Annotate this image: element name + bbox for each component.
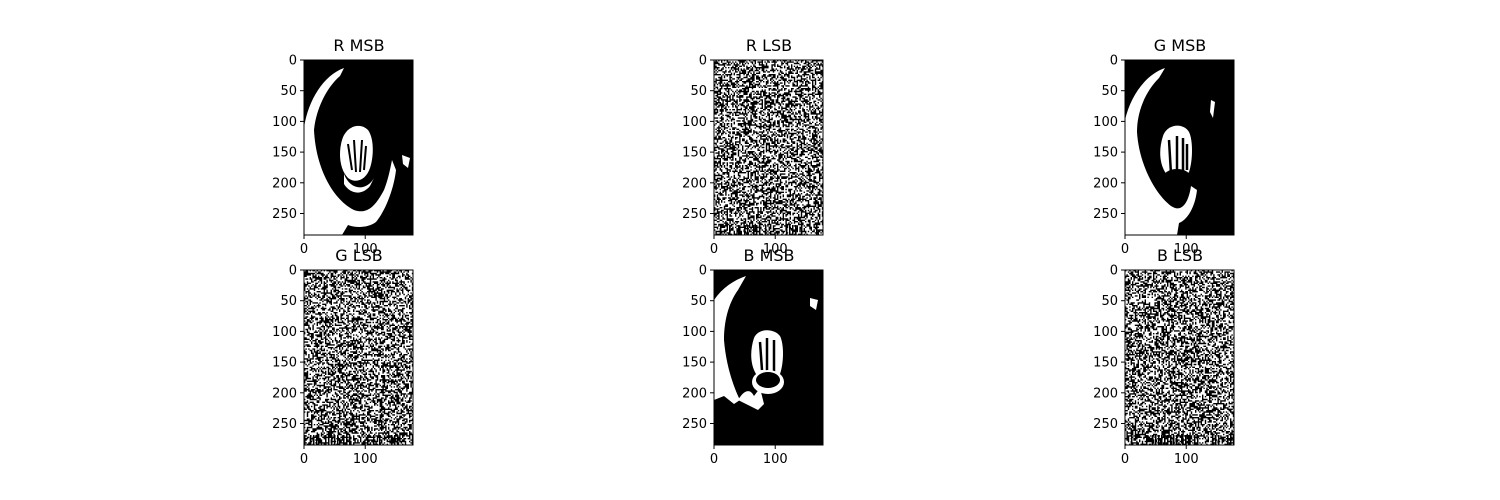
x-tick-label: 100 xyxy=(1174,452,1199,467)
x-tick-label: 0 xyxy=(710,452,718,467)
y-tick-label: 0 xyxy=(1110,264,1118,279)
image-area xyxy=(1125,270,1235,445)
x-tick-label: 100 xyxy=(353,452,378,467)
image-area xyxy=(304,60,413,235)
y-tick-label: 100 xyxy=(1093,325,1118,340)
subplot-axes: 0 50 100 150 200 250 0 100 xyxy=(1081,246,1301,486)
y-tick-label: 100 xyxy=(272,325,297,340)
y-tick-label: 100 xyxy=(682,325,707,340)
x-tick-label: 0 xyxy=(1121,452,1129,467)
y-tick-label: 0 xyxy=(699,54,707,69)
y-tick-label: 250 xyxy=(272,207,297,222)
y-tick-label: 200 xyxy=(682,176,707,191)
y-tick-label: 50 xyxy=(280,294,297,309)
y-tick-label: 250 xyxy=(272,417,297,432)
y-tick-label: 50 xyxy=(280,84,297,99)
y-tick-label: 0 xyxy=(289,54,297,69)
y-tick-label: 150 xyxy=(1093,356,1118,371)
y-tick-label: 50 xyxy=(1101,294,1118,309)
subplot-b-msb: B MSB 0 50 100 150 200 250 0 100 xyxy=(670,246,890,486)
y-tick-label: 150 xyxy=(682,146,707,161)
y-tick-label: 200 xyxy=(1093,386,1118,401)
image-area xyxy=(714,60,823,235)
y-tick-label: 250 xyxy=(1093,207,1118,222)
subplot-axes: 0 50 100 150 200 250 0 100 xyxy=(260,246,480,486)
y-tick-label: 0 xyxy=(289,264,297,279)
mouth-shape xyxy=(1163,169,1191,187)
y-tick-label: 100 xyxy=(1093,115,1118,130)
y-tick-label: 200 xyxy=(272,386,297,401)
y-tick-label: 250 xyxy=(682,207,707,222)
x-tick-label: 0 xyxy=(300,452,308,467)
y-tick-label: 50 xyxy=(690,84,707,99)
y-tick-label: 100 xyxy=(272,115,297,130)
y-tick-label: 100 xyxy=(682,115,707,130)
mouth-shape xyxy=(756,372,780,388)
face-shape xyxy=(340,126,373,181)
subplot-b-lsb: B LSB 0 50 100 150 200 250 0 100 xyxy=(1081,246,1301,486)
y-tick-label: 150 xyxy=(272,146,297,161)
y-tick-label: 200 xyxy=(682,386,707,401)
y-tick-label: 200 xyxy=(272,176,297,191)
image-area xyxy=(304,270,413,445)
subplot-axes: 0 50 100 150 200 250 0 100 xyxy=(670,246,890,486)
image-area xyxy=(714,270,823,445)
subplot-g-msb: G MSB 0 50 100 150 200 250 0 100 xyxy=(1081,36,1301,276)
y-tick-label: 150 xyxy=(272,356,297,371)
y-tick-label: 50 xyxy=(1101,84,1118,99)
y-tick-label: 250 xyxy=(682,417,707,432)
y-tick-label: 0 xyxy=(699,264,707,279)
y-tick-label: 0 xyxy=(1110,54,1118,69)
y-tick-label: 250 xyxy=(1093,417,1118,432)
y-tick-label: 200 xyxy=(1093,176,1118,191)
image-area xyxy=(1125,60,1234,235)
subplot-r-msb: R MSB 0 50 100 150 200 250 0 100 xyxy=(260,36,480,276)
subplot-r-lsb: R LSB 0 50 100 150 200 250 0 100 xyxy=(670,36,890,276)
noise-stripes xyxy=(1131,435,1235,445)
subplot-g-lsb: G LSB 0 50 100 150 200 250 0 100 xyxy=(260,246,480,486)
y-tick-label: 150 xyxy=(682,356,707,371)
x-tick-label: 100 xyxy=(763,452,788,467)
y-tick-label: 50 xyxy=(690,294,707,309)
y-tick-label: 150 xyxy=(1093,146,1118,161)
